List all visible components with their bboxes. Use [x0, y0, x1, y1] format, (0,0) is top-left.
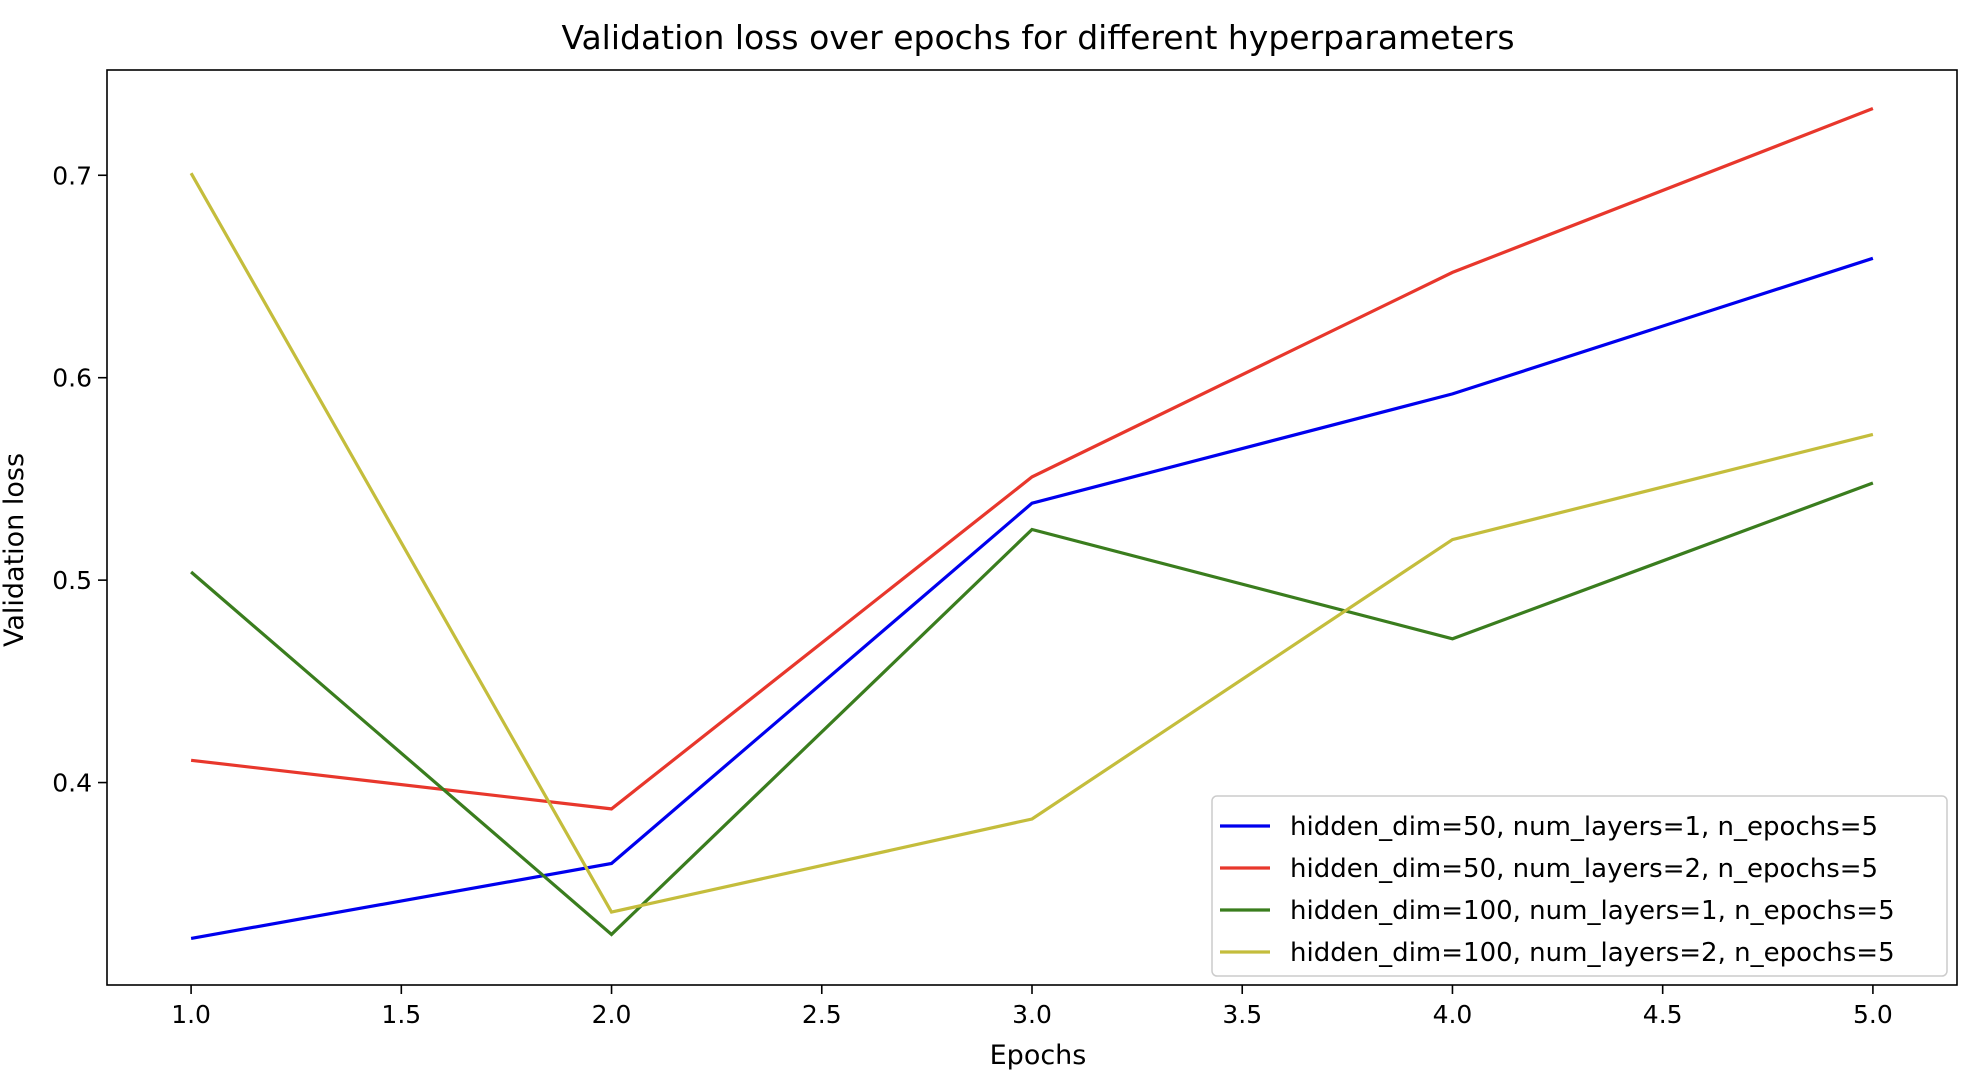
x-tick-label: 4.5 [1643, 1000, 1683, 1029]
x-tick-label: 1.5 [381, 1000, 421, 1029]
legend: hidden_dim=50, num_layers=1, n_epochs=5h… [1211, 795, 1948, 977]
series-line-2 [190, 107, 1874, 811]
x-tick-label: 2.0 [592, 1000, 632, 1029]
x-tick-label: 4.0 [1433, 1000, 1473, 1029]
legend-label: hidden_dim=50, num_layers=2, n_epochs=5 [1290, 854, 1878, 884]
x-tick-label: 2.5 [802, 1000, 842, 1029]
plot-area [189, 107, 1874, 940]
legend-label: hidden_dim=100, num_layers=1, n_epochs=5 [1290, 896, 1895, 926]
series-line-3 [190, 481, 1874, 937]
legend-label: hidden_dim=50, num_layers=1, n_epochs=5 [1290, 812, 1878, 842]
legend-label: hidden_dim=100, num_layers=2, n_epochs=5 [1290, 938, 1895, 968]
series-line-4 [189, 172, 1874, 914]
x-tick-label: 3.5 [1222, 1000, 1262, 1029]
x-tick-label: 3.0 [1012, 1000, 1052, 1029]
x-tick-label: 1.0 [171, 1000, 211, 1029]
y-axis-label: Validation loss [0, 453, 30, 647]
legend-box [1211, 795, 1948, 977]
x-axis: 1.0 1.5 2.0 2.5 3.0 3.5 4.0 4.5 5.0 [171, 985, 1893, 1029]
y-tick-label: 0.6 [52, 364, 92, 393]
x-tick-label: 5.0 [1853, 1000, 1893, 1029]
y-tick-label: 0.7 [52, 161, 92, 190]
series-line-1 [190, 256, 1874, 940]
y-tick-label: 0.5 [52, 566, 92, 595]
chart-title: Validation loss over epochs for differen… [561, 18, 1514, 57]
x-axis-label: Epochs [990, 1040, 1087, 1071]
y-axis: 0.4 0.5 0.6 0.7 [52, 161, 107, 798]
y-tick-label: 0.4 [52, 769, 92, 798]
